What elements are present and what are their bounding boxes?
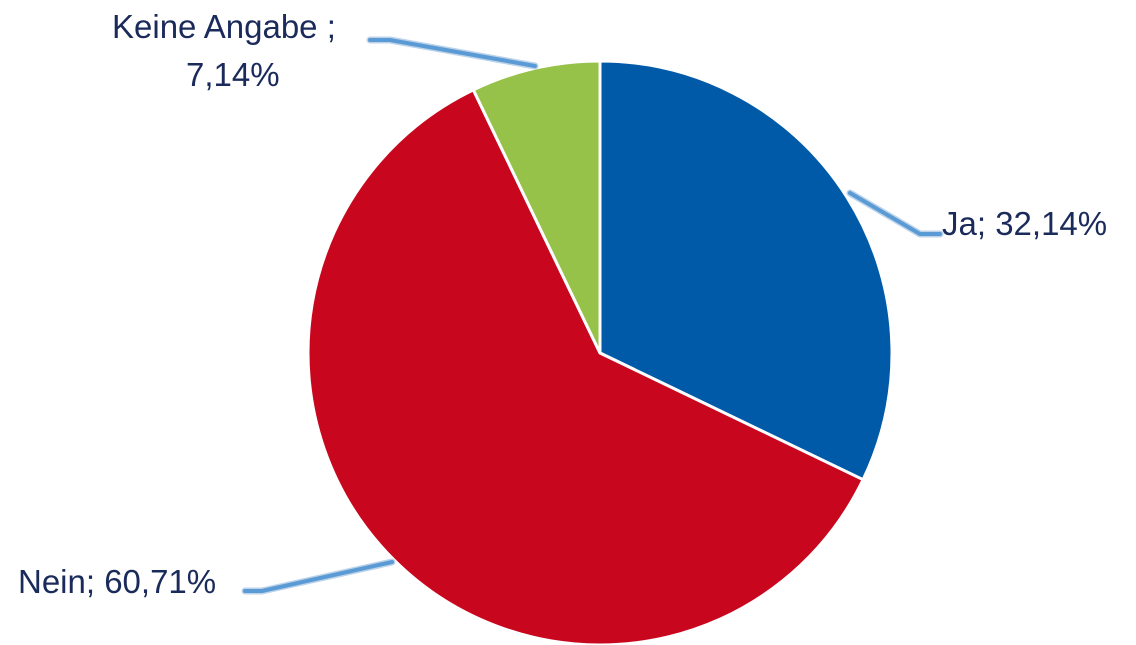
data-label-keine-angabe-line2: 7,14% <box>186 56 280 93</box>
leader-line-ja <box>848 191 942 236</box>
data-labels: Ja; 32,14% Nein; 60,71% Keine Angabe ; 7… <box>18 8 1107 600</box>
leader-line-keine-angabe <box>368 38 537 68</box>
data-label-keine-angabe-line1: Keine Angabe ; <box>112 8 336 45</box>
data-label-nein: Nein; 60,71% <box>18 563 216 600</box>
leader-lines <box>241 36 944 595</box>
data-label-ja: Ja; 32,14% <box>942 205 1107 242</box>
pie-slice-ja <box>598 59 894 482</box>
leader-line-nein <box>243 560 394 593</box>
pie-slices <box>306 59 894 645</box>
